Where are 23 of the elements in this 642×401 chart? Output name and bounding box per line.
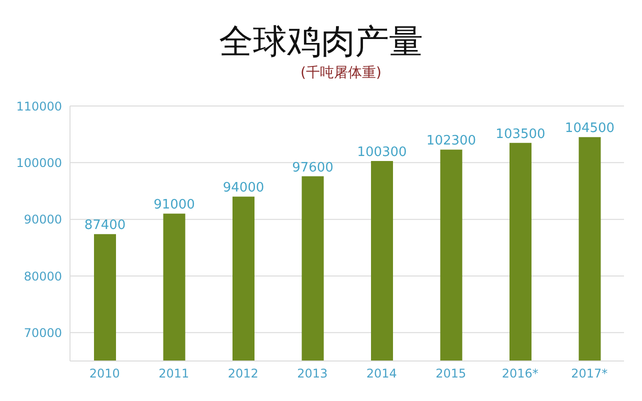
x-tick-label: 2014 (366, 366, 397, 381)
data-label: 94000 (222, 180, 264, 196)
y-tick-label: 70000 (24, 326, 62, 340)
data-label: 87400 (84, 218, 126, 234)
data-label: 91000 (154, 198, 195, 213)
data-label: 97600 (292, 160, 334, 176)
x-tick-label: 2011 (158, 366, 190, 381)
x-tick-label: 2017* (571, 366, 608, 381)
chart-title: 全球鸡肉产量 (218, 21, 424, 62)
x-tick-label: 2010 (89, 366, 120, 381)
x-tick-label: 2012 (228, 366, 258, 381)
y-tick-label: 80000 (24, 269, 62, 284)
x-tick-label: 2015 (436, 366, 466, 381)
y-tick-label: 110000 (16, 99, 62, 114)
data-label: 104500 (564, 121, 615, 136)
x-tick-label: 2013 (297, 366, 328, 381)
y-tick-label: 90000 (24, 212, 62, 227)
data-label: 102300 (426, 134, 476, 149)
data-label: 100300 (357, 144, 407, 160)
chart-subtitle: (千吨屠体重) (300, 64, 382, 83)
data-label: 103500 (496, 126, 546, 142)
y-tick-label: 100000 (16, 156, 62, 170)
x-tick-label: 2016* (502, 366, 538, 381)
